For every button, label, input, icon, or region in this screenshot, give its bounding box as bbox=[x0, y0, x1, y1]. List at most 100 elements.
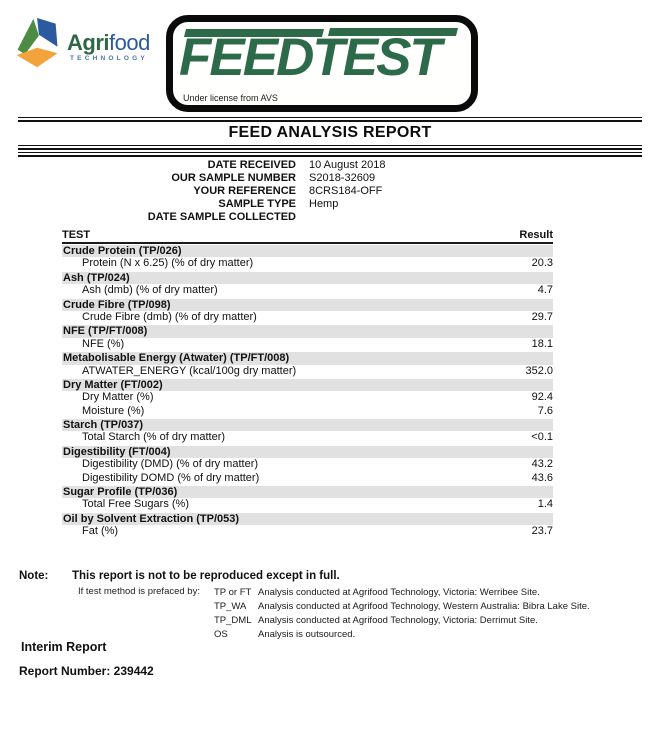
note-detail: If test method is prefaced by: TP or FT … bbox=[19, 585, 639, 645]
results-table: TEST Result Crude Protein (TP/026) Prote… bbox=[62, 229, 553, 539]
group-header: Ash (TP/024) bbox=[62, 271, 553, 285]
interim-report-label: Interim Report bbox=[21, 640, 107, 654]
note-label: Note: bbox=[19, 570, 49, 582]
group-header: Digestibility (FT/004) bbox=[62, 445, 553, 459]
table-row: Ash (dmb) (% of dry matter) 4.7 bbox=[62, 284, 553, 297]
group-header: Starch (TP/037) bbox=[62, 419, 553, 432]
table-row: ATWATER_ENERGY (kcal/100g dry matter) 35… bbox=[62, 365, 553, 378]
note-statement: This report is not to be reproduced exce… bbox=[72, 570, 340, 582]
test-name: Total Starch (% of dry matter) bbox=[82, 431, 226, 444]
group-header: Crude Protein (TP/026) bbox=[62, 245, 553, 258]
meta-label: YOUR REFERENCE bbox=[193, 184, 296, 197]
note-head: Note: This report is not to be reproduce… bbox=[19, 570, 639, 582]
method-row: TP_DML Analysis conducted at Agrifood Te… bbox=[214, 613, 590, 627]
meta-value: 8CRS184-OFF bbox=[309, 184, 383, 197]
page-title: FEED ANALYSIS REPORT bbox=[228, 124, 432, 141]
test-result: 43.6 bbox=[531, 471, 553, 484]
note-section: Note: This report is not to be reproduce… bbox=[19, 570, 639, 645]
test-result: 92.4 bbox=[531, 391, 553, 404]
group-header: Crude Fibre (TP/098) bbox=[62, 298, 553, 311]
meta-label: DATE RECEIVED bbox=[207, 158, 296, 171]
method-code: OS bbox=[214, 628, 228, 640]
method-desc: Analysis conducted at Agrifood Technolog… bbox=[258, 614, 538, 626]
test-name: Ash (dmb) (% of dry matter) bbox=[82, 284, 218, 297]
method-code: TP_WA bbox=[214, 600, 247, 612]
method-row: TP_WA Analysis conducted at Agrifood Tec… bbox=[214, 599, 590, 613]
test-name: Digestibility (DMD) (% of dry matter) bbox=[82, 458, 259, 471]
meta-label: DATE SAMPLE COLLECTED bbox=[147, 211, 296, 224]
divider-rule-second bbox=[18, 152, 642, 157]
test-name: Total Free Sugars (%) bbox=[82, 498, 189, 511]
method-desc: Analysis is outsourced. bbox=[258, 628, 356, 640]
report-number: Report Number: 239442 bbox=[19, 664, 154, 678]
test-name: Protein (N x 6.25) (% of dry matter) bbox=[82, 257, 254, 270]
method-desc: Analysis conducted at Agrifood Technolog… bbox=[258, 600, 590, 612]
method-legend: TP or FT Analysis conducted at Agrifood … bbox=[214, 585, 590, 641]
meta-value: 10 August 2018 bbox=[309, 158, 386, 171]
method-row: TP or FT Analysis conducted at Agrifood … bbox=[214, 585, 590, 599]
test-name: Crude Fibre (dmb) (% of dry matter) bbox=[82, 310, 257, 323]
agrifood-wordmark: Agrifood TECHNOLOGY bbox=[67, 32, 150, 63]
meta-row-date-collected: DATE SAMPLE COLLECTED bbox=[0, 211, 660, 224]
method-code: TP_DML bbox=[214, 614, 252, 626]
table-row: Digestibility DOMD (% of dry matter) 43.… bbox=[62, 472, 553, 485]
divider-rule-top bbox=[18, 117, 642, 122]
test-name: ATWATER_ENERGY (kcal/100g dry matter) bbox=[82, 364, 297, 377]
test-name: Dry Matter (%) bbox=[82, 391, 154, 404]
group-header: Sugar Profile (TP/036) bbox=[62, 486, 553, 499]
sample-metadata: DATE RECEIVED 10 August 2018 OUR SAMPLE … bbox=[0, 158, 660, 224]
method-code: TP or FT bbox=[214, 586, 252, 598]
agrifood-word-food: food bbox=[109, 30, 150, 55]
table-row: Protein (N x 6.25) (% of dry matter) 20.… bbox=[62, 257, 553, 270]
method-desc: Analysis conducted at Agrifood Technolog… bbox=[258, 586, 540, 598]
feedtest-wordmark: FEEDTEST bbox=[179, 29, 467, 86]
table-row: Dry Matter (%) 92.4 bbox=[62, 391, 553, 404]
agrifood-word-agri: Agri bbox=[67, 30, 110, 55]
table-row: Digestibility (DMD) (% of dry matter) 43… bbox=[62, 458, 553, 471]
feedtest-word-feed: FEED bbox=[179, 28, 314, 87]
test-result: 29.7 bbox=[531, 310, 553, 323]
test-result: 1.4 bbox=[537, 498, 553, 511]
group-header: Dry Matter (FT/002) bbox=[62, 378, 553, 392]
table-row: Total Free Sugars (%) 1.4 bbox=[62, 498, 553, 511]
table-row: NFE (%) 18.1 bbox=[62, 338, 553, 351]
table-row: Fat (%) 23.7 bbox=[62, 525, 553, 538]
test-result: 23.7 bbox=[531, 525, 553, 538]
method-row: OS Analysis is outsourced. bbox=[214, 627, 590, 641]
meta-row-sample-type: SAMPLE TYPE Hemp bbox=[0, 198, 660, 211]
group-header: NFE (TP/FT/008) bbox=[62, 325, 553, 338]
test-result: 20.3 bbox=[531, 257, 553, 270]
note-prefaced-by: If test method is prefaced by: bbox=[78, 586, 200, 597]
feedtest-word-test: TEST bbox=[312, 28, 441, 87]
table-header-row: TEST Result bbox=[62, 229, 553, 244]
table-row: Total Starch (% of dry matter) <0.1 bbox=[62, 431, 553, 444]
feedtest-logo: FEEDTEST Under license from AVS bbox=[166, 15, 478, 112]
feedtest-license-text: Under license from AVS bbox=[183, 93, 278, 103]
test-name: Fat (%) bbox=[82, 525, 119, 538]
table-row: Moisture (%) 7.6 bbox=[62, 405, 553, 418]
meta-label: OUR SAMPLE NUMBER bbox=[171, 171, 296, 184]
meta-value: S2018-32609 bbox=[309, 171, 376, 184]
group-header: Oil by Solvent Extraction (TP/053) bbox=[62, 512, 553, 526]
column-header-test: TEST bbox=[62, 229, 91, 241]
column-header-result: Result bbox=[519, 229, 553, 241]
test-result: 43.2 bbox=[531, 458, 553, 471]
meta-row-your-reference: YOUR REFERENCE 8CRS184-OFF bbox=[0, 184, 660, 197]
test-result: 4.7 bbox=[537, 284, 553, 297]
test-result: <0.1 bbox=[531, 431, 553, 444]
test-result: 18.1 bbox=[531, 337, 553, 350]
divider-rule-under-title bbox=[18, 145, 642, 150]
meta-value: Hemp bbox=[309, 198, 339, 211]
meta-row-date-received: DATE RECEIVED 10 August 2018 bbox=[0, 158, 660, 171]
test-name: Digestibility DOMD (% of dry matter) bbox=[82, 471, 260, 484]
test-result: 352.0 bbox=[525, 364, 553, 377]
agrifood-pinwheel-icon bbox=[16, 18, 58, 68]
agrifood-word-technology: TECHNOLOGY bbox=[70, 55, 148, 62]
meta-row-sample-number: OUR SAMPLE NUMBER S2018-32609 bbox=[0, 171, 660, 184]
test-name: NFE (%) bbox=[82, 337, 125, 350]
test-name: Moisture (%) bbox=[82, 404, 145, 417]
table-row: Crude Fibre (dmb) (% of dry matter) 29.7 bbox=[62, 311, 553, 324]
agrifood-logo: Agrifood TECHNOLOGY bbox=[12, 16, 150, 72]
meta-label: SAMPLE TYPE bbox=[218, 198, 296, 211]
